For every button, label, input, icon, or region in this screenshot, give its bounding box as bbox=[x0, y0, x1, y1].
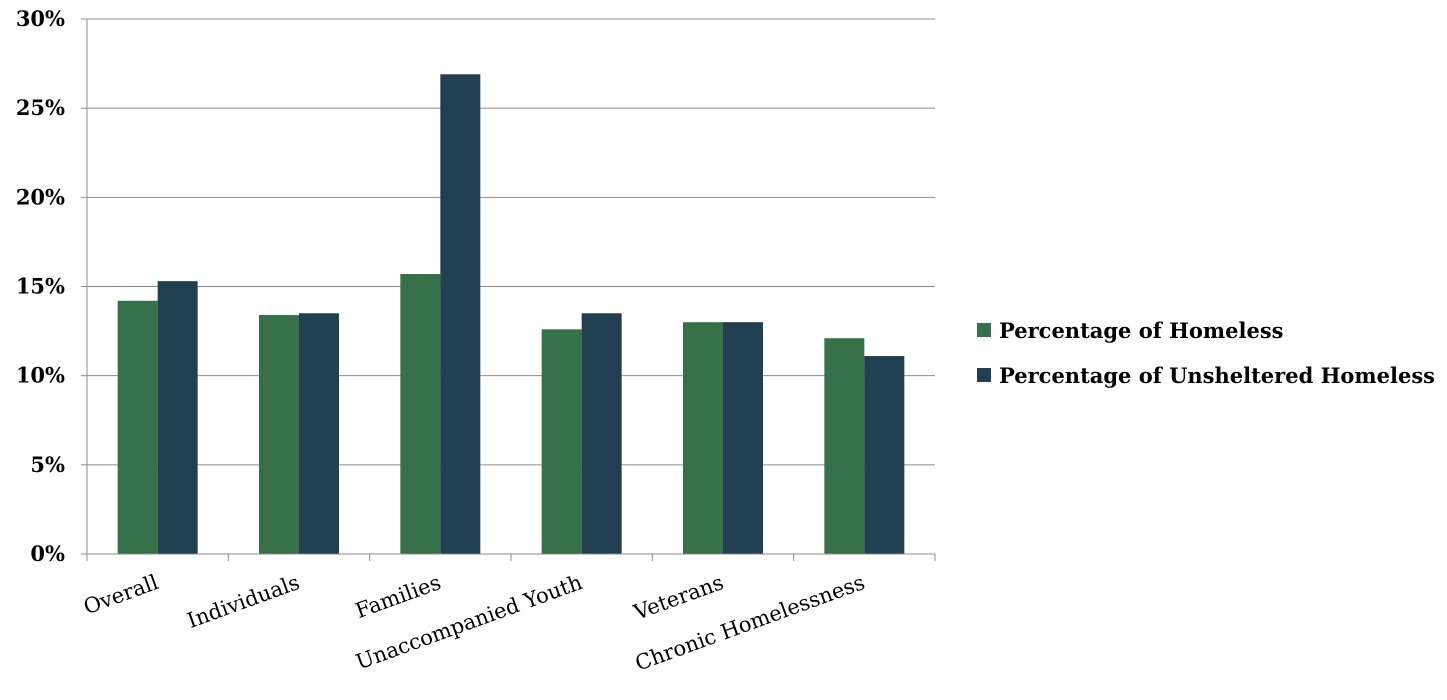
bar-unsheltered-overall bbox=[157, 281, 198, 554]
bar-homeless-unaccompanied-youth bbox=[541, 329, 582, 554]
legend: Percentage of Homeless Percentage of Unsh… bbox=[977, 318, 1435, 388]
legend-label: Percentage of Homeless bbox=[999, 318, 1284, 343]
x-category-label: Unaccompanied Youth bbox=[353, 570, 586, 674]
axes bbox=[81, 18, 936, 561]
x-category-label: Chronic Homelessness bbox=[632, 570, 868, 675]
gridlines bbox=[87, 18, 935, 466]
x-category-label: Families bbox=[352, 570, 444, 623]
legend-swatch bbox=[977, 368, 991, 382]
bar-unsheltered-veterans bbox=[723, 322, 763, 554]
y-tick-label: 5% bbox=[30, 452, 65, 477]
y-tick-label: 20% bbox=[16, 184, 65, 209]
bar-unsheltered-chronic-homelessness bbox=[864, 356, 905, 554]
y-tick-label: 0% bbox=[30, 541, 65, 566]
bar-unsheltered-individuals bbox=[299, 313, 339, 554]
bar-unsheltered-families bbox=[440, 74, 481, 555]
x-axis-category-labels: Overall Individuals FamiliesUnaccompanied … bbox=[80, 570, 868, 676]
bar-homeless-individuals bbox=[259, 315, 299, 554]
y-tick-label: 25% bbox=[16, 95, 65, 120]
y-tick-label: 30% bbox=[16, 6, 65, 31]
bar-homeless-families bbox=[400, 274, 441, 554]
x-category-label: Overall bbox=[80, 570, 161, 619]
y-axis-tick-labels: 0% 5% 10% 15% 20% 25% 30% bbox=[16, 6, 65, 566]
bar-unsheltered-unaccompanied-youth bbox=[581, 313, 622, 554]
bar-homeless-overall bbox=[117, 300, 158, 554]
bars bbox=[117, 74, 905, 555]
bar-homeless-veterans bbox=[683, 322, 723, 554]
y-tick-label: 15% bbox=[16, 274, 65, 299]
x-category-label: Individuals bbox=[184, 570, 303, 633]
x-category-label: Veterans bbox=[630, 570, 727, 625]
legend-swatch bbox=[977, 323, 991, 337]
bar-homeless-chronic-homelessness bbox=[824, 338, 865, 554]
legend-label: Percentage of Unsheltered Homeless bbox=[999, 363, 1435, 388]
y-tick-label: 10% bbox=[16, 363, 65, 388]
